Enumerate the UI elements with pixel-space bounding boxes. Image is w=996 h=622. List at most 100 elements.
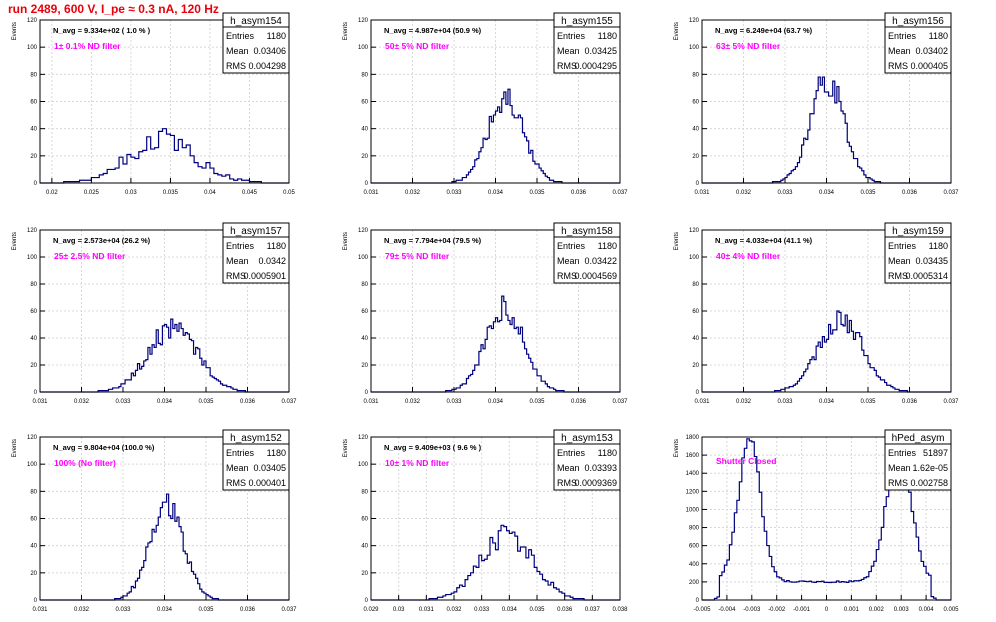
y-tick-label: 120 (358, 435, 369, 441)
histogram-bars (371, 524, 620, 601)
stats-box (553, 429, 621, 491)
x-tick-label: 0.035 (860, 399, 876, 405)
x-tick-label: 0.032 (74, 607, 90, 613)
stats-value: 0.0009369 (574, 478, 617, 488)
x-tick-label: 0.036 (902, 190, 918, 196)
x-tick-label: 0.045 (242, 190, 258, 196)
x-tick-label: 0.034 (157, 399, 173, 405)
stats-value: 1180 (929, 31, 948, 41)
y-tick-label: 60 (692, 309, 699, 315)
stats-label: RMS (557, 478, 577, 488)
y-tick-label: 60 (30, 309, 37, 315)
y-tick-label: 60 (361, 309, 368, 315)
y-tick-label: 0 (365, 598, 369, 604)
y-tick-label: 0 (34, 181, 38, 187)
stats-value: 1180 (598, 31, 617, 41)
y-tick-label: 1400 (686, 471, 700, 477)
x-tick-label: 0.037 (281, 399, 297, 405)
y-tick-label: 80 (692, 72, 699, 78)
x-tick-label: 0.034 (819, 399, 835, 405)
stats-label: Mean (888, 256, 911, 266)
y-tick-label: 100 (689, 255, 700, 261)
x-tick-label: 0.035 (198, 607, 214, 613)
y-tick-label: 0 (34, 598, 38, 604)
filter-annotation: 1± 0.1% ND filter (54, 41, 121, 51)
x-tick-label: 0.029 (363, 607, 379, 613)
x-tick-label: 0.032 (405, 190, 421, 196)
y-axis-label: Events (343, 22, 349, 40)
y-tick-label: 40 (30, 127, 37, 133)
stats-label: RMS (888, 61, 908, 71)
x-tick-label: 0.034 (488, 399, 504, 405)
y-axis-label: Events (12, 439, 18, 457)
stats-label: Mean (557, 256, 580, 266)
y-tick-label: 20 (361, 363, 368, 369)
y-tick-label: 80 (361, 282, 368, 288)
stats-label: Entries (226, 241, 255, 251)
stats-box (222, 222, 290, 284)
x-tick-label: 0.035 (529, 399, 545, 405)
stats-label: Mean (226, 256, 249, 266)
stats-label: Mean (226, 46, 249, 56)
y-tick-label: 80 (692, 282, 699, 288)
y-tick-label: 1600 (686, 453, 700, 459)
stats-label: Mean (557, 46, 580, 56)
stats-label: Mean (888, 463, 911, 473)
x-tick-label: 0.02 (46, 190, 58, 196)
y-tick-label: 80 (361, 72, 368, 78)
stats-value: 0.0004295 (574, 61, 617, 71)
y-tick-label: 1800 (686, 435, 700, 441)
stats-box (884, 222, 952, 284)
y-tick-label: 60 (361, 517, 368, 523)
filter-annotation: 25± 2.5% ND filter (54, 251, 126, 261)
x-tick-label: 0.031 (32, 607, 48, 613)
y-tick-label: 120 (689, 18, 700, 24)
stats-label: RMS (557, 271, 577, 281)
x-tick-label: 0.031 (363, 190, 379, 196)
y-tick-label: 40 (30, 544, 37, 550)
y-tick-label: 20 (361, 154, 368, 160)
stats-label: RMS (888, 271, 908, 281)
x-tick-label: 0.035 (529, 190, 545, 196)
y-tick-label: 20 (692, 363, 699, 369)
filter-annotation: 10± 1% ND filter (385, 458, 450, 468)
stats-value: 0.0005314 (905, 271, 948, 281)
x-tick-label: 0.031 (694, 190, 710, 196)
navg-label: N_avg = 7.794e+04 (79.5 %) (384, 236, 482, 245)
stats-value: 1180 (267, 31, 286, 41)
stats-label: RMS (226, 271, 246, 281)
filter-annotation: 40± 4% ND filter (716, 251, 781, 261)
y-axis-label: Events (343, 439, 349, 457)
x-tick-label: 0.03 (393, 607, 405, 613)
y-axis-label: Events (343, 232, 349, 250)
histogram-name: h_asym156 (892, 16, 944, 27)
y-tick-label: 100 (689, 45, 700, 51)
y-tick-label: 0 (365, 181, 369, 187)
y-axis-label: Events (674, 232, 680, 250)
x-tick-label: 0.033 (474, 607, 490, 613)
x-tick-label: 0.033 (446, 190, 462, 196)
y-axis-label: Events (12, 232, 18, 250)
x-tick-label: 0.037 (585, 607, 601, 613)
x-tick-label: 0.031 (419, 607, 435, 613)
y-tick-label: 40 (692, 127, 699, 133)
y-tick-label: 60 (692, 100, 699, 106)
stats-label: Mean (557, 463, 580, 473)
x-tick-label: 0.032 (736, 399, 752, 405)
navg-label: N_avg = 4.987e+04 (50.9 %) (384, 26, 482, 35)
x-tick-label: 0.034 (488, 190, 504, 196)
x-tick-label: 0.033 (115, 607, 131, 613)
stats-label: Mean (888, 46, 911, 56)
stats-value: 0.03422 (584, 256, 617, 266)
navg-label: N_avg = 2.573e+04 (26.2 %) (53, 236, 151, 245)
stats-label: RMS (226, 61, 246, 71)
stats-label: Entries (557, 31, 586, 41)
stats-label: Entries (888, 241, 917, 251)
x-tick-label: 0.031 (32, 399, 48, 405)
y-tick-label: 40 (361, 336, 368, 342)
x-tick-label: 0.037 (612, 399, 628, 405)
y-tick-label: 1200 (686, 489, 700, 495)
stats-value: 51897 (923, 448, 948, 458)
x-tick-label: 0.031 (363, 399, 379, 405)
